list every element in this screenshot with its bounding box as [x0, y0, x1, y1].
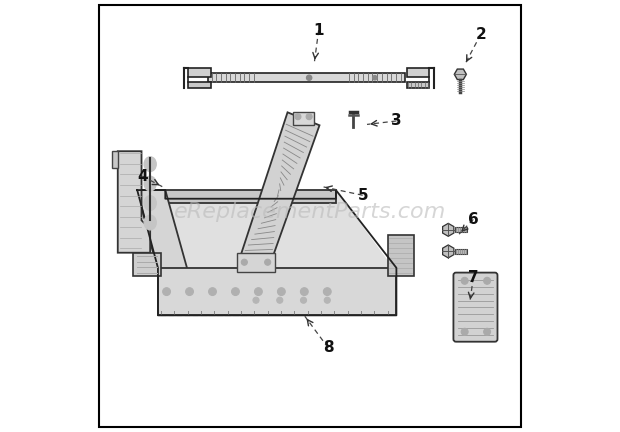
Text: 1: 1	[313, 23, 324, 38]
Text: eReplacementParts.com: eReplacementParts.com	[174, 202, 446, 222]
Polygon shape	[133, 253, 161, 276]
FancyBboxPatch shape	[407, 68, 429, 77]
Polygon shape	[239, 112, 319, 261]
Circle shape	[241, 259, 247, 265]
Circle shape	[306, 75, 312, 80]
FancyBboxPatch shape	[208, 73, 405, 82]
Circle shape	[301, 297, 306, 303]
Polygon shape	[443, 245, 454, 258]
Circle shape	[255, 288, 262, 295]
Circle shape	[461, 277, 468, 284]
Text: 5: 5	[357, 188, 368, 203]
Circle shape	[461, 328, 468, 335]
Circle shape	[277, 297, 283, 303]
Polygon shape	[137, 190, 188, 272]
FancyBboxPatch shape	[188, 82, 211, 88]
Circle shape	[278, 288, 285, 295]
Circle shape	[324, 288, 331, 295]
Circle shape	[295, 114, 301, 120]
Circle shape	[484, 277, 490, 284]
Circle shape	[185, 288, 193, 295]
Polygon shape	[237, 253, 275, 272]
Ellipse shape	[144, 215, 156, 230]
Polygon shape	[118, 151, 150, 253]
Ellipse shape	[144, 176, 156, 191]
Polygon shape	[158, 268, 396, 315]
Circle shape	[484, 328, 490, 335]
Circle shape	[231, 288, 239, 295]
Text: 7: 7	[468, 270, 479, 285]
Polygon shape	[454, 69, 466, 79]
FancyBboxPatch shape	[407, 82, 429, 88]
Circle shape	[265, 259, 271, 265]
Polygon shape	[443, 223, 454, 236]
FancyBboxPatch shape	[453, 273, 497, 342]
Text: 8: 8	[323, 340, 334, 355]
Circle shape	[301, 288, 308, 295]
Polygon shape	[112, 151, 118, 168]
Circle shape	[162, 288, 170, 295]
Text: 3: 3	[391, 114, 402, 128]
Circle shape	[324, 297, 330, 303]
Bar	[454, 249, 467, 254]
FancyBboxPatch shape	[188, 68, 211, 77]
Text: 2: 2	[476, 27, 486, 42]
Polygon shape	[137, 190, 336, 203]
Text: 6: 6	[468, 212, 479, 227]
Text: 4: 4	[137, 169, 148, 184]
Circle shape	[373, 76, 377, 80]
Polygon shape	[293, 112, 314, 125]
Ellipse shape	[144, 196, 156, 210]
Circle shape	[306, 114, 312, 120]
FancyBboxPatch shape	[388, 235, 414, 276]
Bar	[454, 227, 467, 232]
Ellipse shape	[144, 157, 156, 172]
Circle shape	[253, 297, 259, 303]
Polygon shape	[137, 190, 396, 272]
Circle shape	[208, 288, 216, 295]
